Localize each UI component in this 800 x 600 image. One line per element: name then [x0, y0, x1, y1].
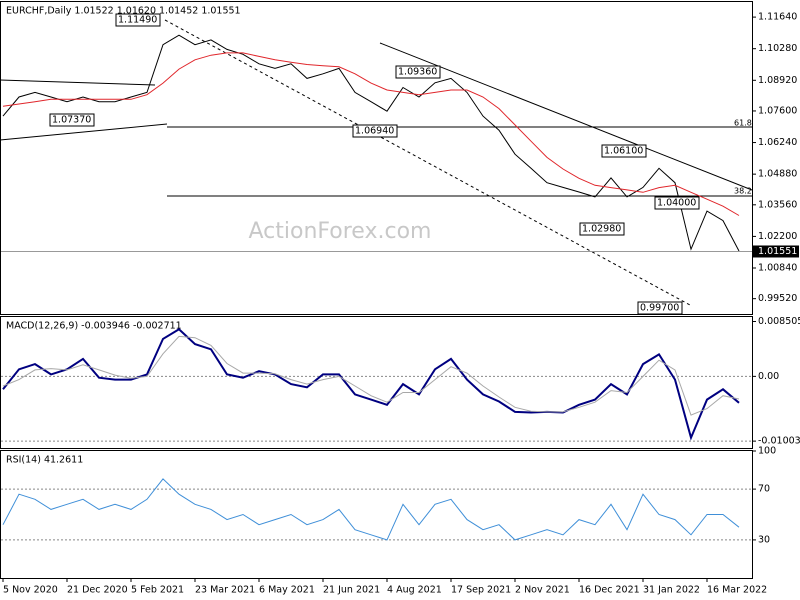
panel-title: RSI(14) 41.2611 — [6, 455, 83, 466]
y-tick-label: 1.11640 — [758, 12, 797, 23]
rsi-panel — [0, 450, 753, 579]
last-price-box — [753, 245, 799, 258]
macd-panel — [0, 316, 753, 449]
panel-title: MACD(12,26,9) -0.003946 -0.002711 — [6, 321, 182, 332]
trend-line — [0, 123, 168, 141]
annotation-label: 1.06100 — [604, 146, 643, 157]
annotation-box — [637, 301, 683, 315]
y-tick-label: 30 — [758, 534, 770, 545]
series-line — [2, 52, 740, 216]
x-tick-label: 2 Nov 2021 — [515, 585, 570, 596]
annotation-box — [579, 222, 625, 236]
x-tick-label: 21 Jun 2021 — [323, 585, 380, 596]
y-tick-label: 1.08920 — [758, 75, 797, 86]
x-tick-label: 17 Sep 2021 — [451, 585, 511, 596]
x-tick-label: 23 Mar 2021 — [195, 585, 255, 596]
watermark: ActionForex.com — [249, 219, 432, 244]
annotation-label: 1.04000 — [657, 198, 696, 209]
y-tick-label: -0.010034 — [758, 436, 800, 447]
channel-line — [164, 19, 691, 306]
fib-label: 38.2 — [734, 187, 752, 196]
x-tick-label: 5 Nov 2020 — [3, 585, 58, 596]
series-line — [2, 328, 740, 441]
series-line — [2, 335, 740, 416]
annotation-box — [601, 144, 647, 158]
y-tick-label: 0.00 — [758, 371, 779, 382]
y-tick-label: 1.07600 — [758, 105, 797, 116]
series-line — [2, 34, 740, 252]
y-tick-label: 0.99520 — [758, 293, 797, 304]
x-tick-label: 21 Dec 2020 — [67, 585, 128, 596]
annotation-box — [395, 65, 441, 79]
y-tick-label: 1.10280 — [758, 43, 797, 54]
y-tick-label: 70 — [758, 484, 770, 495]
x-tick-label: 16 Dec 2021 — [579, 585, 640, 596]
price-panel — [0, 1, 753, 315]
x-tick-label: 6 May 2021 — [259, 585, 315, 596]
y-tick-label: 1.02200 — [758, 231, 797, 242]
panel-title: EURCHF,Daily 1.01522 1.01620 1.01452 1.0… — [6, 6, 241, 17]
y-tick-label: 1.03560 — [758, 199, 797, 210]
fib-label: 61.8 — [734, 119, 752, 128]
annotation-box — [115, 13, 161, 27]
y-tick-label: 1.00840 — [758, 263, 797, 274]
x-tick-label: 5 Feb 2021 — [131, 585, 184, 596]
x-tick-label: 16 Mar 2022 — [707, 585, 767, 596]
y-tick-label: 100 — [758, 446, 776, 457]
annotation-box — [49, 113, 95, 127]
annotation-label: 1.07370 — [52, 115, 91, 126]
annotation-box — [352, 124, 398, 138]
annotation-box — [654, 196, 700, 210]
series-line — [2, 478, 740, 541]
annotation-label: 1.09360 — [398, 67, 437, 78]
annotation-label: 1.06940 — [355, 126, 394, 137]
x-tick-label: 4 Aug 2021 — [387, 585, 442, 596]
annotation-label: 1.11490 — [118, 15, 157, 26]
annotation-label: 0.99700 — [640, 303, 679, 314]
y-tick-label: 1.06240 — [758, 137, 797, 148]
y-tick-label: 1.04880 — [758, 169, 797, 180]
trend-line — [0, 79, 156, 86]
y-tick-label: 0.008505 — [758, 316, 800, 327]
annotation-label: 1.02980 — [582, 224, 621, 235]
trend-line — [379, 42, 753, 191]
x-tick-label: 31 Jan 2022 — [643, 585, 700, 596]
last-price-label: 1.01551 — [758, 246, 797, 257]
